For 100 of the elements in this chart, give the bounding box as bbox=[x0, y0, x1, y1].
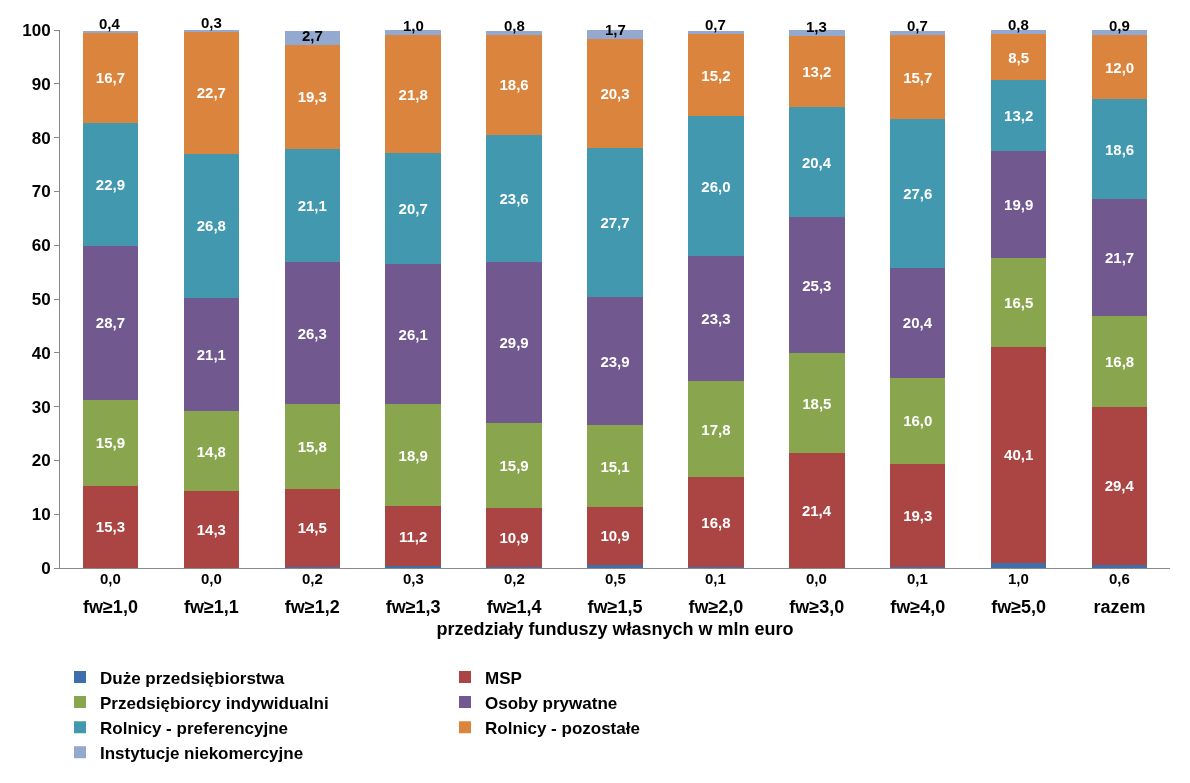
data-label: 26,1 bbox=[398, 325, 428, 343]
data-label: 23,6 bbox=[499, 189, 529, 207]
data-label: 0,3 bbox=[201, 14, 222, 31]
data-label: 25,3 bbox=[802, 276, 832, 294]
bar bbox=[688, 477, 744, 568]
data-label: 14,5 bbox=[297, 519, 327, 537]
y-tick-label: 70 bbox=[31, 182, 51, 202]
data-label: 0,3 bbox=[403, 570, 424, 587]
bar bbox=[385, 264, 441, 405]
bar bbox=[587, 38, 643, 148]
data-label: 0,9 bbox=[1109, 17, 1130, 34]
y-tick-label: 80 bbox=[31, 128, 51, 148]
x-tick-label: fw≥1,1 bbox=[183, 596, 239, 617]
data-label: 21,4 bbox=[801, 501, 832, 519]
bar bbox=[587, 425, 643, 507]
data-label: 15,3 bbox=[95, 518, 126, 536]
data-label: 16,8 bbox=[1104, 352, 1135, 370]
data-label: 15,7 bbox=[903, 68, 933, 86]
legend-label: Przedsiębiorcy indywidualni bbox=[100, 693, 329, 713]
bar bbox=[889, 34, 946, 120]
bar bbox=[284, 488, 341, 567]
bar bbox=[284, 262, 341, 404]
data-label: 0,0 bbox=[100, 570, 121, 587]
data-label: 23,9 bbox=[600, 352, 630, 370]
data-label: 0,7 bbox=[907, 17, 928, 34]
data-label: 0,0 bbox=[806, 570, 827, 587]
bar bbox=[889, 119, 946, 268]
data-label: 22,7 bbox=[196, 84, 226, 102]
bar bbox=[990, 258, 1047, 347]
data-label: 2,7 bbox=[302, 27, 323, 44]
bar bbox=[82, 122, 139, 246]
bar bbox=[82, 30, 139, 33]
data-label: 16,5 bbox=[1004, 293, 1034, 311]
legend-label: Duże przedsiębiorstwa bbox=[100, 668, 285, 688]
data-label: 15,1 bbox=[600, 457, 630, 475]
x-tick-label: fw≥1,4 bbox=[486, 596, 542, 617]
bar bbox=[486, 134, 542, 262]
bar bbox=[82, 245, 139, 401]
data-label: 19,9 bbox=[1004, 196, 1034, 214]
data-label: 21,7 bbox=[1104, 249, 1135, 267]
bar bbox=[688, 255, 744, 382]
data-label: 0,4 bbox=[99, 15, 121, 32]
bar bbox=[183, 297, 240, 412]
data-label: 18,6 bbox=[499, 76, 529, 94]
legend-label: Osoby prywatne bbox=[485, 693, 618, 713]
data-label: 15,9 bbox=[95, 434, 126, 452]
bar bbox=[889, 267, 946, 378]
bar bbox=[587, 506, 643, 566]
x-tick-label: fw≥1,3 bbox=[385, 596, 441, 617]
data-label: 20,4 bbox=[801, 153, 832, 171]
bar bbox=[385, 506, 441, 567]
data-label: 1,0 bbox=[403, 17, 424, 34]
x-tick-label: fw≥5,0 bbox=[991, 596, 1047, 617]
data-label: 21,1 bbox=[297, 197, 327, 215]
data-label: 29,9 bbox=[499, 333, 529, 351]
data-label: 22,9 bbox=[95, 175, 126, 193]
bar bbox=[789, 353, 845, 453]
x-tick-label: fw≥1,2 bbox=[284, 596, 340, 617]
data-label: 17,8 bbox=[701, 420, 731, 438]
y-tick-label: 20 bbox=[31, 451, 51, 471]
data-label: 0,0 bbox=[201, 570, 222, 587]
y-tick-label: 50 bbox=[31, 289, 51, 309]
y-tick-label: 60 bbox=[31, 236, 51, 256]
bar bbox=[889, 463, 946, 568]
data-label: 13,2 bbox=[1004, 107, 1034, 125]
bar bbox=[183, 153, 240, 298]
data-label: 8,5 bbox=[1008, 48, 1030, 66]
data-label: 0,6 bbox=[1109, 570, 1130, 587]
data-label: 26,8 bbox=[196, 217, 226, 235]
bar bbox=[385, 404, 441, 507]
data-label: 0,8 bbox=[1008, 16, 1029, 33]
data-label: 0,2 bbox=[504, 570, 525, 587]
data-label: 19,3 bbox=[903, 507, 933, 525]
data-label: 20,7 bbox=[398, 199, 428, 217]
bar bbox=[990, 151, 1047, 259]
bar bbox=[587, 565, 643, 568]
x-tick-label: razem bbox=[1093, 596, 1146, 617]
data-label: 15,9 bbox=[499, 457, 529, 475]
data-label: 27,6 bbox=[903, 185, 933, 203]
bar bbox=[789, 36, 845, 108]
bar bbox=[82, 485, 139, 568]
data-label: 21,8 bbox=[398, 85, 428, 103]
data-label: 0,5 bbox=[605, 570, 626, 587]
data-label: 40,1 bbox=[1004, 446, 1034, 464]
data-label: 20,3 bbox=[600, 84, 630, 102]
data-label: 1,3 bbox=[806, 18, 827, 35]
data-label: 19,3 bbox=[297, 88, 327, 106]
y-tick-label: 40 bbox=[31, 343, 51, 363]
legend-label: MSP bbox=[485, 668, 522, 688]
bar bbox=[183, 411, 240, 492]
data-label: 27,7 bbox=[600, 213, 630, 231]
data-label: 10,9 bbox=[499, 529, 529, 547]
legend-label: Rolnicy - preferencyjne bbox=[100, 718, 289, 738]
bar bbox=[688, 116, 744, 256]
y-tick-label: 0 bbox=[41, 558, 51, 578]
bar bbox=[183, 491, 240, 568]
bar bbox=[385, 35, 441, 153]
bar bbox=[284, 45, 341, 149]
bar bbox=[688, 381, 744, 478]
legend-label: Instytucje niekomercyjne bbox=[100, 743, 304, 763]
